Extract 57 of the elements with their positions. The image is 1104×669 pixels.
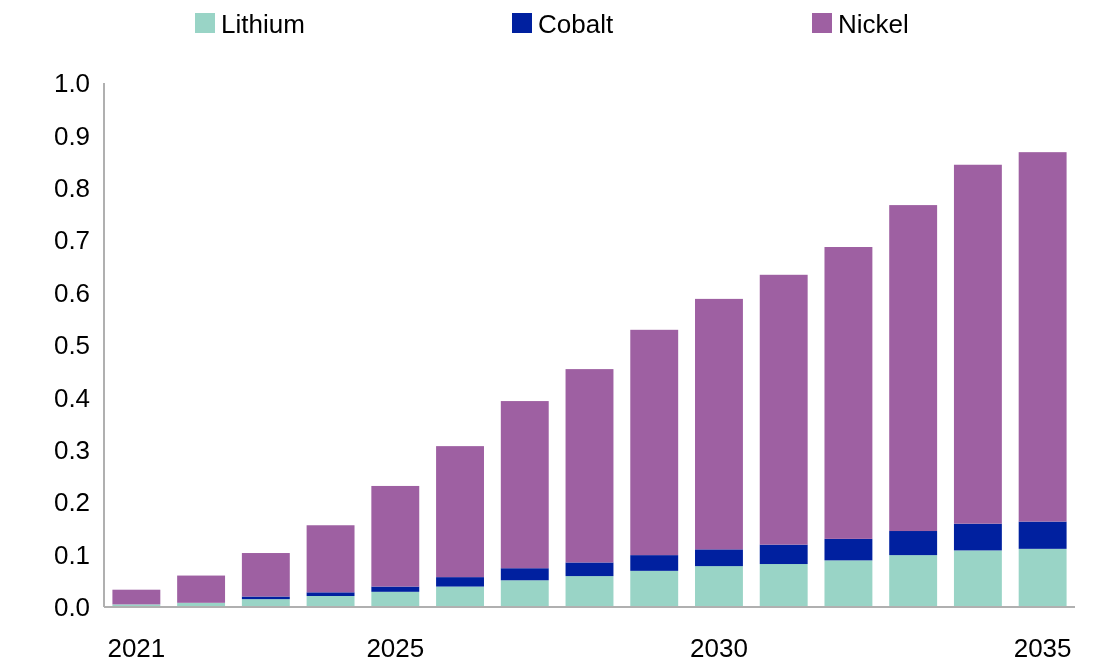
y-tick-label: 0.7 [53, 225, 91, 256]
bar [436, 577, 484, 587]
bar [500, 580, 549, 607]
bar [824, 538, 873, 561]
bar [824, 247, 873, 539]
bar [500, 568, 549, 581]
bar [759, 274, 808, 545]
x-tick-label: 2021 [107, 633, 166, 663]
bar [565, 562, 614, 577]
bar [824, 560, 873, 607]
x-tick-label: 2035 [1013, 633, 1072, 663]
bar [1018, 152, 1067, 522]
bar [695, 298, 743, 550]
bar [306, 596, 355, 607]
y-tick-label: 0.1 [53, 539, 91, 570]
y-tick-label: 0.2 [53, 487, 91, 518]
bar [371, 485, 420, 587]
bar [759, 544, 808, 565]
bar [306, 525, 355, 593]
y-tick-label: 0.5 [53, 330, 91, 361]
bar [1018, 548, 1067, 607]
legend-label: Nickel [838, 9, 909, 40]
bar [371, 591, 420, 607]
bar [565, 369, 614, 563]
bar [953, 523, 1002, 551]
y-tick-label: 0.9 [53, 120, 91, 151]
y-tick-label: 0.3 [53, 434, 91, 465]
bar [889, 205, 938, 532]
bar [953, 164, 1002, 524]
bar [306, 592, 355, 596]
y-tick-label: 1.0 [53, 68, 91, 99]
bar [889, 531, 938, 556]
bar [565, 576, 614, 607]
bar [759, 564, 808, 607]
bar [500, 401, 549, 569]
y-tick-label: 0.0 [53, 592, 91, 623]
y-tick-label: 0.6 [53, 277, 91, 308]
bar [695, 549, 743, 567]
bar [630, 555, 679, 571]
bar [953, 550, 1002, 607]
bar [889, 555, 938, 607]
bar [177, 575, 226, 603]
bar [371, 586, 420, 592]
bar [630, 329, 679, 556]
bar [112, 589, 161, 605]
x-tick-label: 2030 [690, 633, 748, 663]
bar [630, 570, 679, 607]
bar [436, 446, 484, 578]
bar [1018, 521, 1067, 549]
bar [695, 566, 743, 607]
legend-label: Lithium [221, 9, 305, 40]
bar [241, 553, 290, 597]
x-tick-label: 2025 [366, 633, 425, 663]
bar [436, 586, 484, 607]
y-tick-label: 0.4 [53, 382, 91, 413]
legend-label: Cobalt [538, 9, 614, 40]
y-tick-label: 0.8 [53, 172, 91, 203]
